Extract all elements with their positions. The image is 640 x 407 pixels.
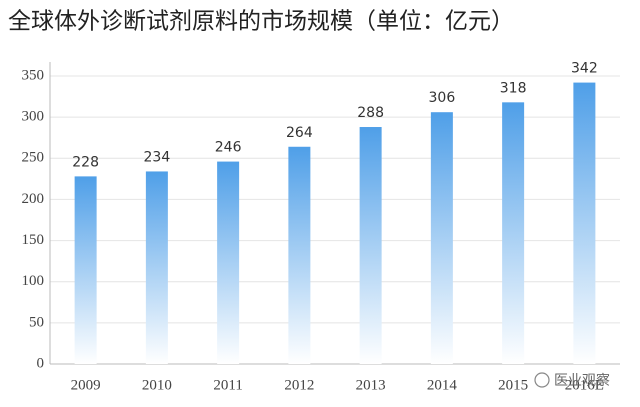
x-tick-label: 2015 [498, 377, 528, 393]
value-label: 264 [286, 125, 313, 141]
bar [217, 161, 240, 364]
bar [288, 146, 311, 364]
x-tick-label: 2012 [284, 377, 314, 393]
y-tick-label: 350 [22, 67, 45, 83]
x-tick-label: 2014 [427, 377, 458, 393]
x-tick-label: 2016E [565, 377, 604, 393]
y-tick-label: 200 [22, 191, 45, 207]
x-tick-label: 2013 [356, 377, 386, 393]
bar [145, 171, 168, 364]
bar [573, 82, 596, 364]
value-label: 234 [144, 149, 171, 165]
bar [74, 176, 97, 364]
x-tick-label: 2011 [213, 377, 242, 393]
value-label: 342 [571, 61, 598, 77]
y-tick-label: 0 [37, 355, 45, 371]
value-label: 318 [500, 80, 527, 96]
y-tick-label: 100 [22, 273, 45, 289]
y-tick-label: 300 [22, 109, 45, 125]
value-label: 228 [72, 154, 99, 170]
chart-title: 全球体外诊断试剂原料的市场规模（单位：亿元） [8, 9, 514, 35]
bar [430, 112, 453, 364]
x-tick-label: 2009 [71, 377, 101, 393]
bar [359, 127, 382, 364]
y-tick-label: 150 [22, 232, 45, 248]
y-tick-label: 50 [29, 314, 44, 330]
value-label: 288 [357, 105, 384, 121]
value-label: 306 [429, 90, 456, 106]
value-label: 246 [215, 140, 242, 156]
watermark: 医业观察 [554, 372, 610, 389]
bar [502, 102, 525, 365]
y-tick-label: 250 [22, 150, 45, 166]
watermark-icon [534, 372, 550, 388]
x-tick-label: 2010 [142, 377, 172, 393]
